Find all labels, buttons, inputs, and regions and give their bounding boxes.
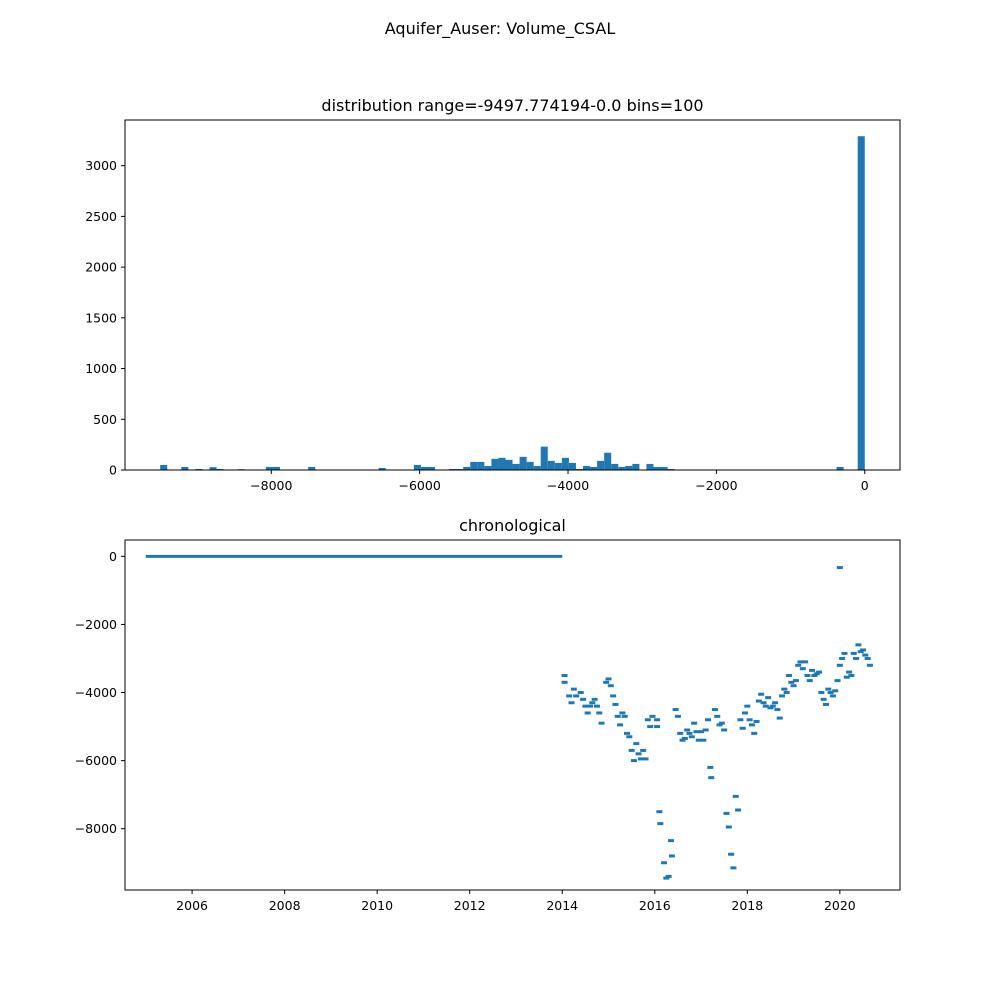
- chronological-y-tick-label: 0: [109, 549, 117, 564]
- chronological-y-ticks: 0 −2000 −4000 −6000 −8000: [75, 549, 125, 836]
- histogram-title: distribution range=-9497.774194-0.0 bins…: [321, 96, 703, 115]
- histogram-bar: [569, 463, 576, 470]
- histogram-bar: [548, 461, 555, 470]
- histogram-bars: [160, 136, 865, 470]
- chronological-x-tick-label: 2020: [824, 898, 856, 913]
- chronological-x-tick-label: 2008: [269, 898, 301, 913]
- chronological-x-tick-label: 2010: [361, 898, 393, 913]
- histogram-bar: [414, 465, 421, 470]
- histogram-bar: [646, 464, 653, 470]
- histogram-y-tick-label: 1500: [85, 310, 117, 325]
- histogram-bar: [858, 136, 865, 470]
- chronological-x-tick-label: 2016: [639, 898, 671, 913]
- histogram-y-ticks: 0 500 1000 1500 2000 2500 3000: [85, 158, 125, 477]
- histogram-y-tick-label: 0: [109, 463, 117, 478]
- histogram-x-tick-label: −6000: [399, 478, 441, 493]
- histogram-y-tick-label: 2000: [85, 260, 117, 275]
- histogram-bar: [541, 447, 548, 470]
- histogram-bar: [604, 453, 611, 470]
- histogram-bar: [597, 461, 604, 470]
- histogram-axes: distribution range=-9497.774194-0.0 bins…: [85, 96, 900, 493]
- histogram-bar: [470, 462, 477, 470]
- chronological-y-tick-label: −2000: [75, 617, 117, 632]
- histogram-bar: [505, 460, 512, 470]
- histogram-bar: [477, 462, 484, 470]
- histogram-bar: [632, 464, 639, 470]
- histogram-x-tick-label: 0: [861, 478, 869, 493]
- chronological-title: chronological: [459, 516, 566, 535]
- chronological-x-tick-label: 2006: [176, 898, 208, 913]
- histogram-bar: [555, 463, 562, 470]
- histogram-frame: [125, 120, 900, 470]
- chronological-y-tick-label: −8000: [75, 821, 117, 836]
- figure-suptitle: Aquifer_Auser: Volume_CSAL: [385, 19, 616, 39]
- histogram-bar: [625, 466, 632, 470]
- histogram-bar: [160, 465, 167, 470]
- histogram-y-tick-label: 3000: [85, 158, 117, 173]
- histogram-bar: [498, 458, 505, 470]
- chronological-x-ticks: 2006 2008 2010 2012 2014 2016 2018 2020: [176, 890, 856, 913]
- histogram-x-ticks: −8000 −6000 −4000 −2000 0: [250, 470, 869, 493]
- histogram-y-tick-label: 2500: [85, 209, 117, 224]
- histogram-x-tick-label: −8000: [250, 478, 292, 493]
- chronological-y-tick-label: −4000: [75, 685, 117, 700]
- chronological-axes: chronological 2006 2008 2010 2012 2014 2016 20…: [75, 516, 900, 913]
- chronological-y-tick-label: −6000: [75, 753, 117, 768]
- chronological-frame: [125, 540, 900, 890]
- histogram-bar: [513, 464, 520, 470]
- histogram-y-tick-label: 1000: [85, 361, 117, 376]
- histogram-bar: [611, 464, 618, 470]
- histogram-bar: [534, 466, 541, 470]
- histogram-x-tick-label: −2000: [695, 478, 737, 493]
- chronological-x-tick-label: 2018: [731, 898, 763, 913]
- histogram-y-tick-label: 500: [93, 412, 117, 427]
- histogram-bar: [491, 459, 498, 470]
- histogram-bar: [484, 466, 491, 470]
- histogram-bar: [527, 462, 534, 470]
- histogram-bar: [520, 457, 527, 470]
- chronological-marks: [146, 556, 873, 878]
- chronological-x-tick-label: 2014: [546, 898, 578, 913]
- chronological-x-tick-label: 2012: [454, 898, 486, 913]
- histogram-bar: [583, 466, 590, 470]
- histogram-x-tick-label: −4000: [547, 478, 589, 493]
- histogram-bar: [562, 458, 569, 470]
